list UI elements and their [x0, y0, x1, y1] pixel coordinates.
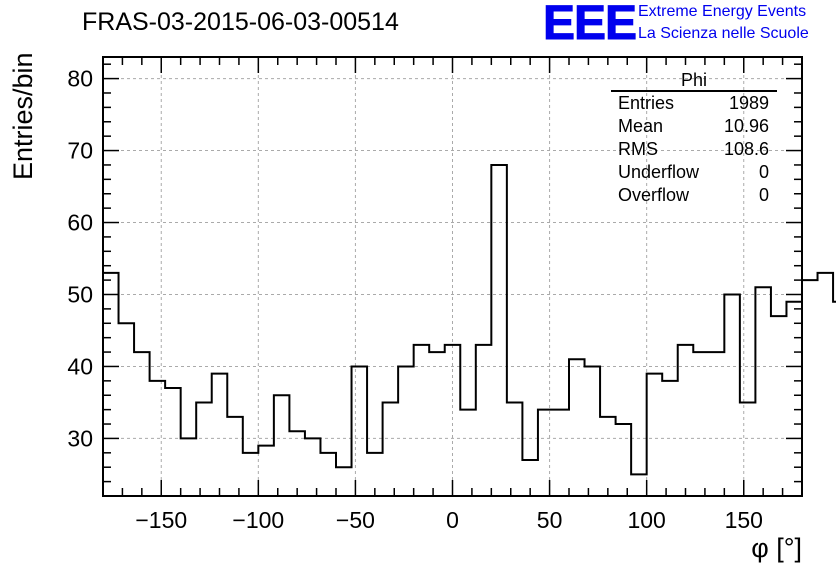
- x-tick-labels: −150 −100 −50 0 50 100 150: [135, 507, 763, 533]
- stats-label: Entries: [618, 93, 675, 113]
- grid-lines: [103, 57, 802, 496]
- histogram-step-line: [103, 163, 836, 476]
- x-tick-label: 50: [537, 507, 563, 533]
- stats-value: 1989: [728, 93, 769, 113]
- y-axis-title: Entries/bin: [8, 52, 38, 180]
- stats-value: 0: [758, 162, 769, 182]
- x-axis-title: φ [°]: [751, 533, 802, 563]
- y-tick-labels: 30 40 50 60 70 80: [67, 66, 93, 452]
- stats-value: 10.96: [723, 116, 769, 136]
- stats-box-title: Phi: [611, 70, 777, 92]
- y-tick-label: 30: [67, 425, 93, 451]
- stats-value: 108.6: [723, 139, 769, 159]
- y-tick-label: 80: [67, 66, 93, 92]
- stats-box: Phi Entries 1989 Mean 10.96 RMS 108.6 Un…: [611, 70, 777, 207]
- axis-ticks: [102, 57, 803, 496]
- x-tick-label: 150: [725, 507, 763, 533]
- logo-subtitle-line2: La Scienza nelle Scuole: [638, 25, 809, 42]
- y-tick-label: 50: [67, 281, 93, 307]
- x-tick-label: −50: [336, 507, 375, 533]
- stats-label: Underflow: [618, 162, 700, 182]
- stats-row-underflow: Underflow 0: [611, 161, 777, 184]
- stats-row-entries: Entries 1989: [611, 92, 777, 115]
- stats-label: Overflow: [618, 185, 690, 205]
- stats-row-overflow: Overflow 0: [611, 184, 777, 207]
- eee-logo: EEE: [542, 0, 637, 51]
- stats-label: Mean: [618, 116, 664, 136]
- stats-label: RMS: [618, 139, 658, 159]
- y-tick-label: 40: [67, 353, 93, 379]
- logo-subtitle-line1: Extreme Energy Events: [638, 3, 807, 20]
- x-tick-label: −150: [135, 507, 187, 533]
- stats-row-mean: Mean 10.96: [611, 115, 777, 138]
- y-tick-label: 60: [67, 210, 93, 236]
- x-tick-label: 0: [446, 507, 459, 533]
- plot-frame: [102, 56, 803, 497]
- stats-row-rms: RMS 108.6: [611, 138, 777, 161]
- stats-value: 0: [758, 185, 769, 205]
- chart-title: FRAS-03-2015-06-03-00514: [82, 8, 399, 36]
- x-tick-label: 100: [627, 507, 665, 533]
- x-tick-label: −100: [232, 507, 284, 533]
- y-tick-label: 70: [67, 138, 93, 164]
